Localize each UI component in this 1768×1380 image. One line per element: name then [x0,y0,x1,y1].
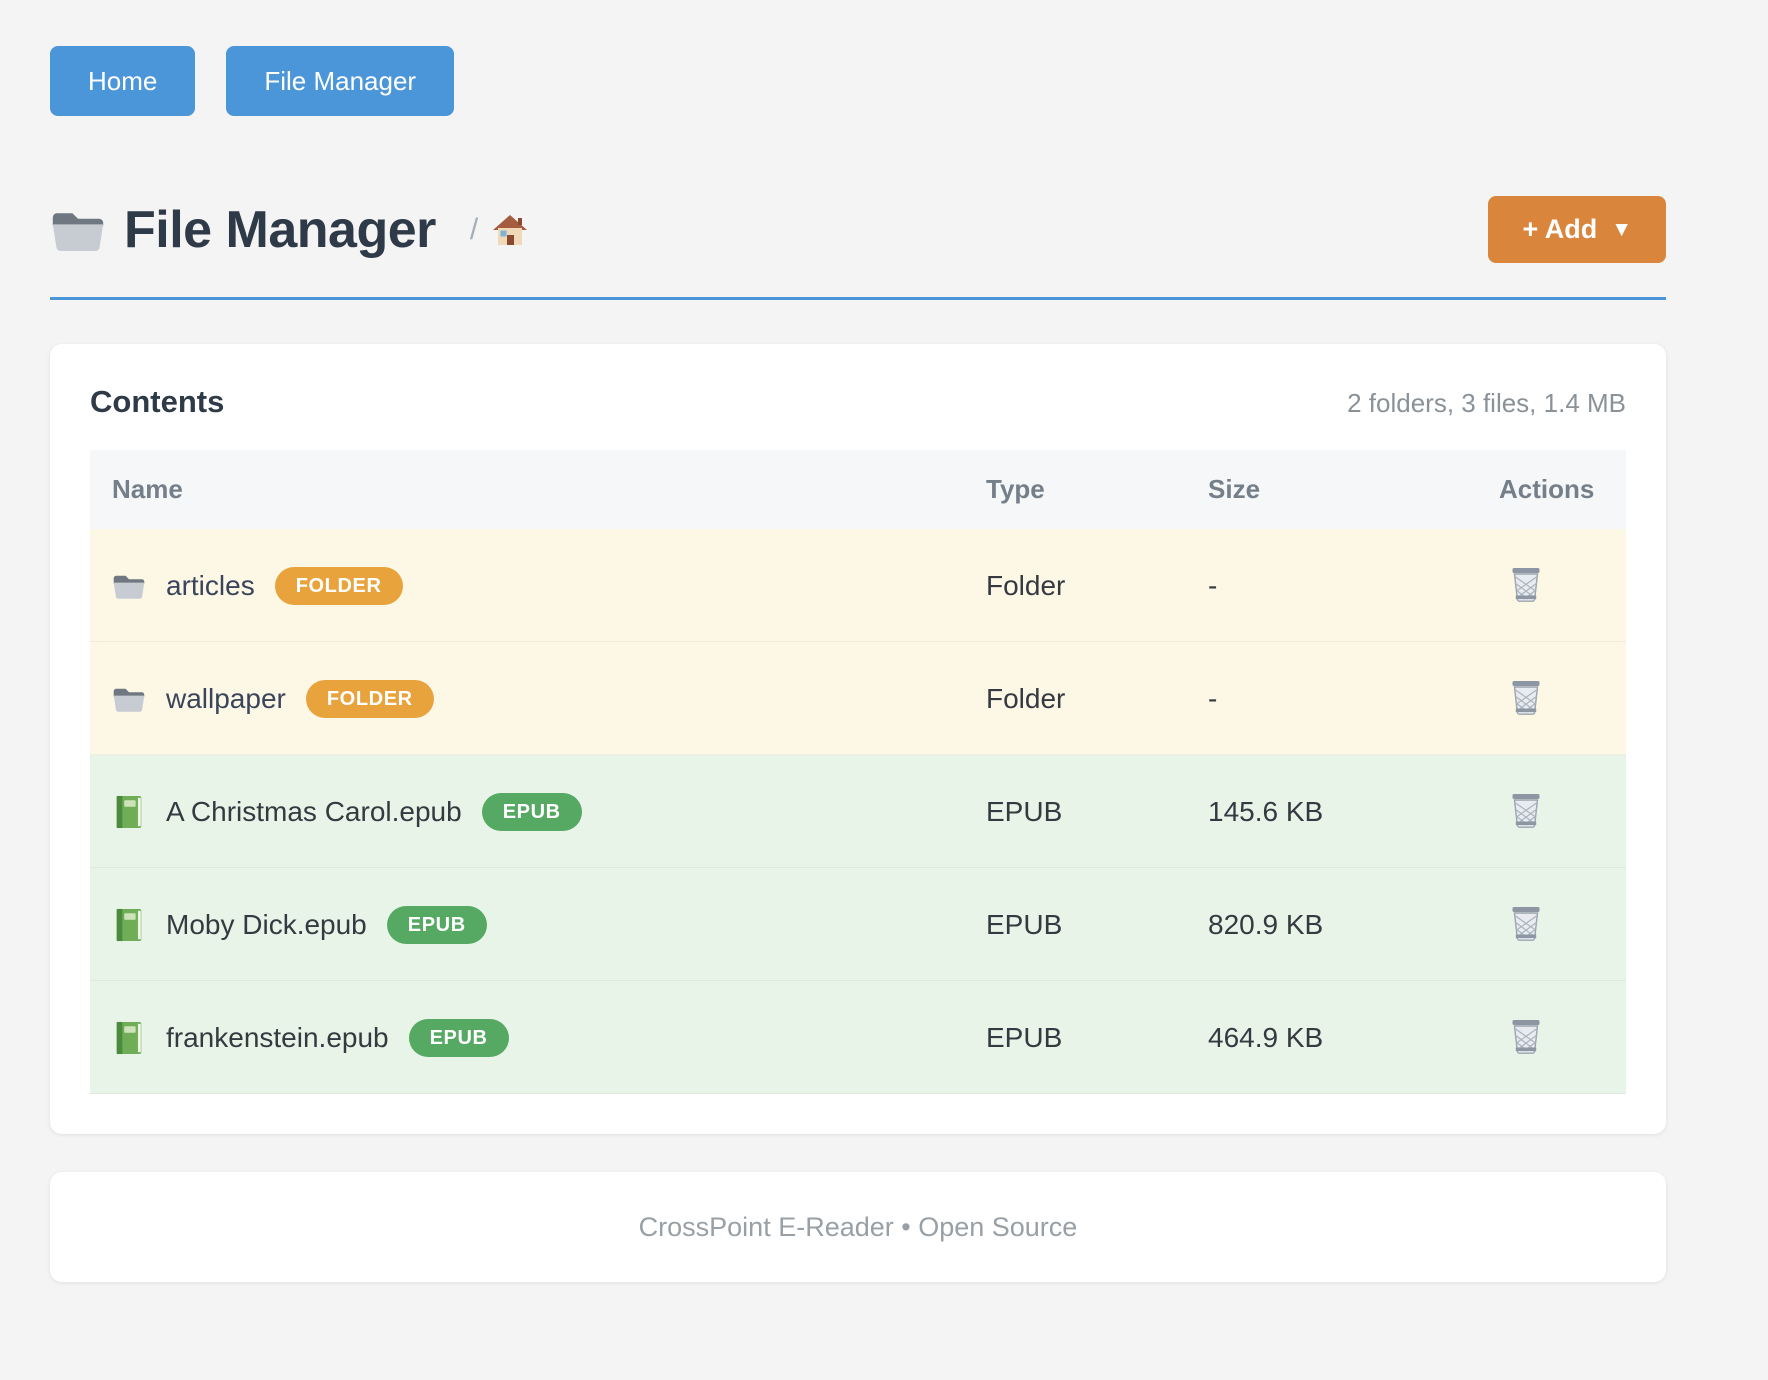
top-nav: Home File Manager [50,0,1666,116]
title-underline [50,297,1666,300]
contents-card: Contents 2 folders, 3 files, 1.4 MB Name… [50,344,1666,1134]
file-type: EPUB [986,795,1063,827]
table-row: A Christmas Carol.epub EPUB EPUB 145.6 K… [90,755,1626,868]
add-button-label: + Add [1522,214,1598,244]
file-size: - [1208,569,1218,601]
file-name-link[interactable]: frankenstein.epub [166,1021,389,1053]
add-button[interactable]: + Add ▼ [1488,196,1666,263]
table-row: frankenstein.epub EPUB EPUB 464.9 KB [90,981,1626,1094]
table-row: Moby Dick.epub EPUB EPUB 820.9 KB [90,868,1626,981]
trash-icon [1509,678,1543,716]
delete-button[interactable] [1503,1013,1549,1059]
chevron-down-icon: ▼ [1611,217,1632,241]
trash-icon [1509,1017,1543,1055]
file-name-link[interactable]: Moby Dick.epub [166,908,367,940]
breadcrumb-separator: / [469,212,479,246]
contents-card-header: Contents 2 folders, 3 files, 1.4 MB [90,384,1626,420]
breadcrumb: / [470,213,528,247]
footer: CrossPoint E-Reader • Open Source [50,1172,1666,1282]
trash-icon [1509,904,1543,942]
file-table: Name Type Size Actions articles FOLDER [90,450,1626,1094]
book-icon [112,1021,146,1055]
file-name-link[interactable]: articles [166,569,255,601]
page: Home File Manager File Manager / [50,0,1666,1282]
file-size: - [1208,682,1218,714]
delete-button[interactable] [1503,900,1549,946]
folder-icon [112,569,146,603]
home-icon[interactable] [492,213,528,247]
contents-title: Contents [90,384,225,419]
column-header-name: Name [112,474,183,504]
book-icon [112,908,146,942]
file-size: 820.9 KB [1208,908,1324,940]
page-header: File Manager / + Add ▼ [50,196,1666,263]
folder-badge: FOLDER [305,679,434,718]
delete-button[interactable] [1503,787,1549,833]
file-type: EPUB [986,908,1063,940]
file-type: EPUB [986,1021,1063,1053]
home-button[interactable]: Home [50,46,196,116]
file-type: Folder [986,569,1066,601]
column-header-type: Type [986,474,1045,504]
folder-icon [50,206,106,254]
column-header-actions: Actions [1499,474,1595,504]
file-name-link[interactable]: wallpaper [166,682,286,714]
table-row: wallpaper FOLDER Folder - [90,642,1626,755]
table-row: articles FOLDER Folder - [90,529,1626,642]
folder-icon [112,682,146,716]
column-header-size: Size [1208,474,1261,504]
page-title: File Manager [124,200,436,259]
epub-badge: EPUB [386,905,487,944]
file-type: Folder [986,682,1066,714]
file-size: 464.9 KB [1208,1021,1324,1053]
contents-summary: 2 folders, 3 files, 1.4 MB [1347,388,1626,418]
file-name-link[interactable]: A Christmas Carol.epub [166,795,462,827]
trash-icon [1509,791,1543,829]
book-icon [112,795,146,829]
delete-button[interactable] [1503,561,1549,607]
table-header-row: Name Type Size Actions [90,450,1626,529]
footer-text: CrossPoint E-Reader • Open Source [638,1211,1078,1242]
folder-badge: FOLDER [274,566,403,605]
epub-badge: EPUB [481,792,582,831]
file-size: 145.6 KB [1208,795,1324,827]
delete-button[interactable] [1503,674,1549,720]
trash-icon [1509,565,1543,603]
epub-badge: EPUB [408,1018,509,1057]
file-manager-button[interactable]: File Manager [226,46,455,116]
